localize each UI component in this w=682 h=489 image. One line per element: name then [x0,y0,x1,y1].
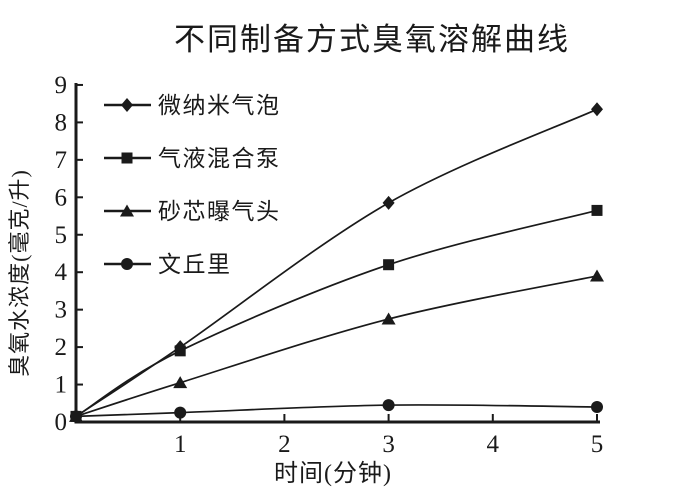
data-point-marker-2 [173,376,188,389]
series-line-1 [75,209,598,418]
legend-circle-icon [121,258,133,270]
data-point-marker-3 [70,410,82,423]
legend-label: 文丘里 [158,252,232,277]
legend-label: 气液混合泵 [158,146,281,171]
y-tick-label: 4 [55,259,68,286]
x-tick-label: 3 [382,431,395,458]
data-point-marker-0 [591,102,603,117]
y-tick-label: 8 [55,109,68,136]
series-line-0 [75,108,598,418]
y-tick-label: 7 [55,147,68,174]
y-tick-label: 0 [55,409,68,436]
series-line-2 [75,275,598,418]
data-point-marker-2 [590,269,604,282]
data-point-marker-1 [591,204,603,216]
legend-label: 砂芯曝气头 [158,199,281,224]
x-tick-label: 4 [487,431,500,458]
legend-square-icon [121,152,133,164]
legend-triangle-icon [120,204,134,217]
data-point-marker-0 [382,195,395,210]
y-tick-label: 9 [55,72,68,99]
data-point-marker-3 [174,406,187,419]
x-axis-label: 时间(分钟) [274,461,392,487]
data-point-marker-2 [381,312,396,325]
legend-label: 微纳米气泡 [158,93,281,118]
y-tick-label: 2 [55,334,68,361]
legend-diamond-icon [121,98,133,112]
x-tick-label: 5 [591,431,604,458]
data-point-marker-3 [382,399,395,412]
data-point-marker-1 [383,259,395,271]
y-tick-label: 3 [55,297,68,324]
y-tick-label: 6 [55,184,68,211]
x-tick-label: 2 [278,431,291,458]
x-tick-label: 1 [174,431,187,458]
series-line-3 [75,404,598,418]
y-tick-label: 5 [55,222,68,249]
y-tick-label: 1 [55,372,68,399]
data-point-marker-3 [591,401,603,414]
data-point-marker-1 [174,345,186,357]
chart-title: 不同制备方式臭氧溶解曲线 [174,22,570,57]
